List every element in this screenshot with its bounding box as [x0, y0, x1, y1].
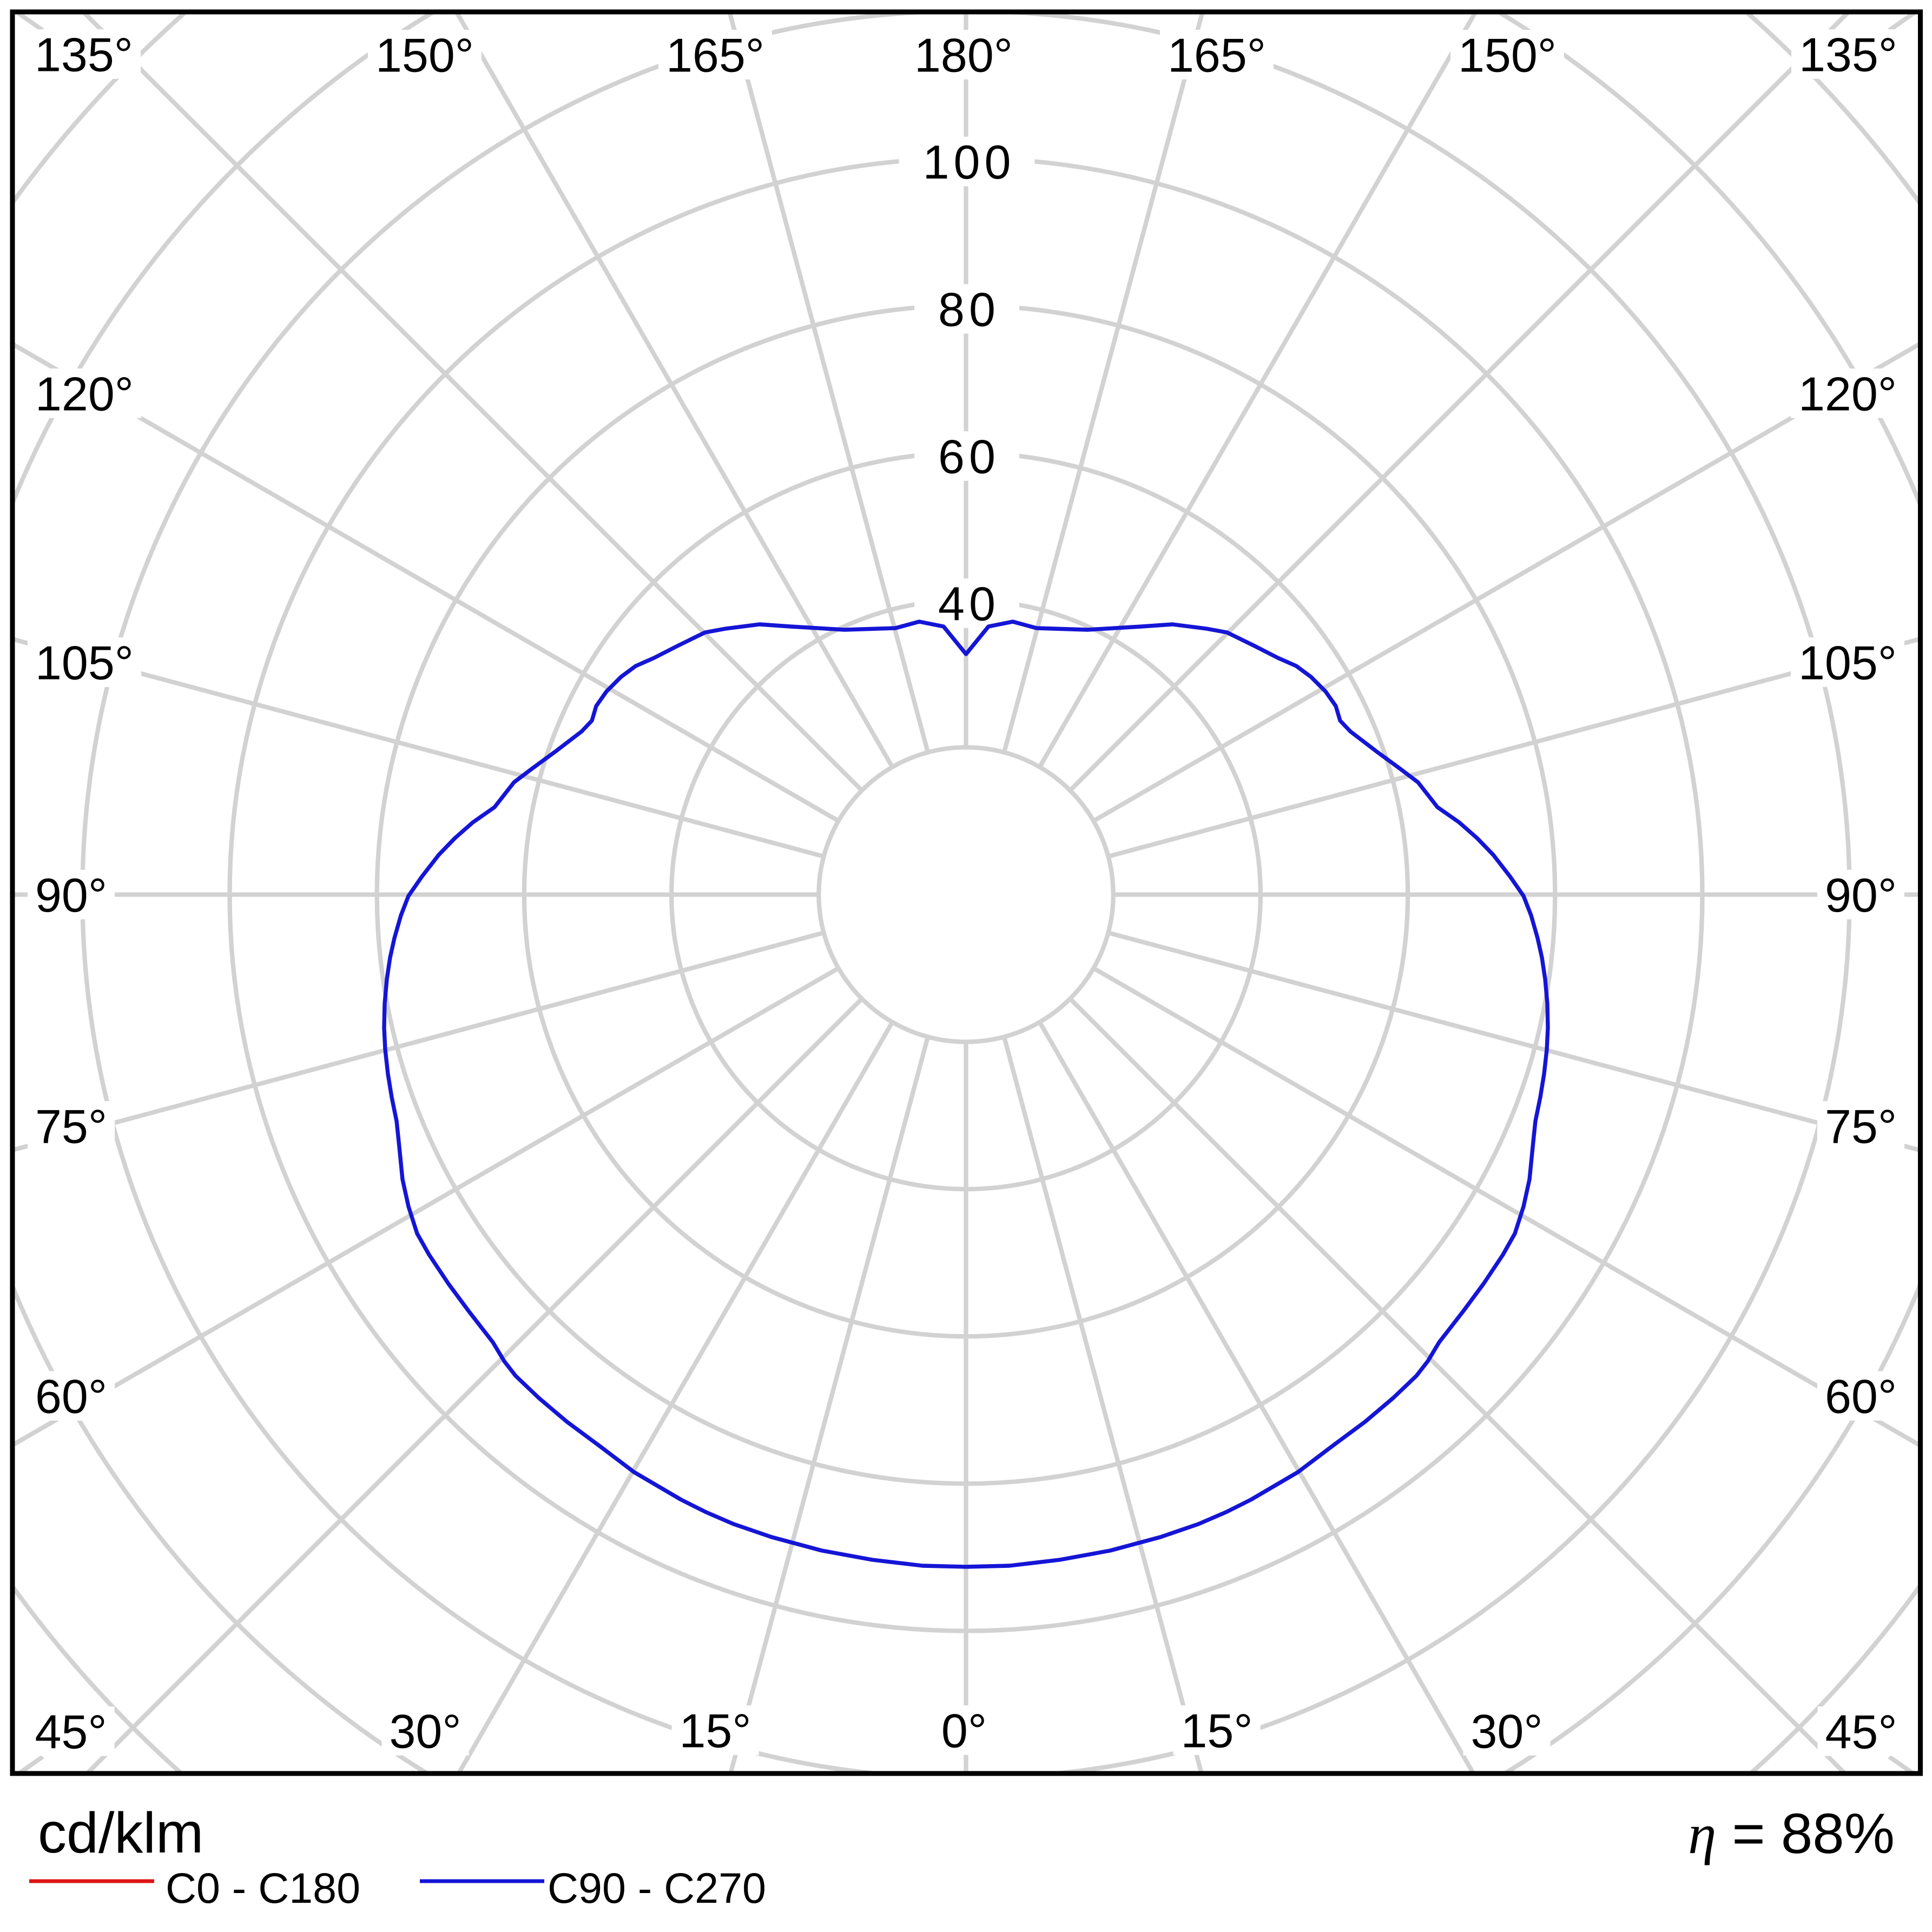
svg-text:90°: 90° [1825, 868, 1897, 922]
svg-text:40: 40 [938, 577, 1000, 631]
svg-text:45°: 45° [1825, 1705, 1897, 1759]
svg-text:90°: 90° [35, 868, 107, 922]
svg-text:80: 80 [938, 283, 1000, 337]
svg-text:150°: 150° [375, 29, 474, 82]
svg-text:30°: 30° [389, 1705, 461, 1758]
svg-text:15°: 15° [1181, 1704, 1252, 1758]
svg-text:45°: 45° [35, 1705, 107, 1759]
svg-text:150°: 150° [1458, 29, 1557, 82]
svg-text:cd/klm: cd/klm [38, 1801, 203, 1865]
svg-text:30°: 30° [1471, 1705, 1542, 1758]
svg-text:60°: 60° [1825, 1370, 1897, 1423]
svg-text:135°: 135° [1799, 28, 1897, 82]
svg-text:60: 60 [938, 430, 1000, 484]
svg-text:165°: 165° [1168, 29, 1266, 82]
svg-text:180°: 180° [914, 29, 1013, 82]
svg-text:120°: 120° [35, 367, 134, 421]
svg-text:15°: 15° [679, 1704, 751, 1758]
svg-text:105°: 105° [35, 636, 134, 690]
svg-text:135°: 135° [35, 28, 133, 82]
svg-text:75°: 75° [1825, 1100, 1897, 1153]
svg-text:165°: 165° [666, 29, 764, 82]
svg-text:105°: 105° [1798, 636, 1897, 690]
svg-text:75°: 75° [35, 1100, 107, 1153]
svg-text:C90 - C270: C90 - C270 [548, 1864, 766, 1912]
svg-text:0°: 0° [941, 1704, 987, 1758]
svg-text:120°: 120° [1798, 367, 1897, 421]
svg-text:C0 - C180: C0 - C180 [166, 1864, 360, 1912]
svg-text:100: 100 [923, 135, 1016, 189]
svg-text:60°: 60° [35, 1370, 107, 1423]
svg-text:η = 88%: η = 88% [1688, 1802, 1895, 1865]
